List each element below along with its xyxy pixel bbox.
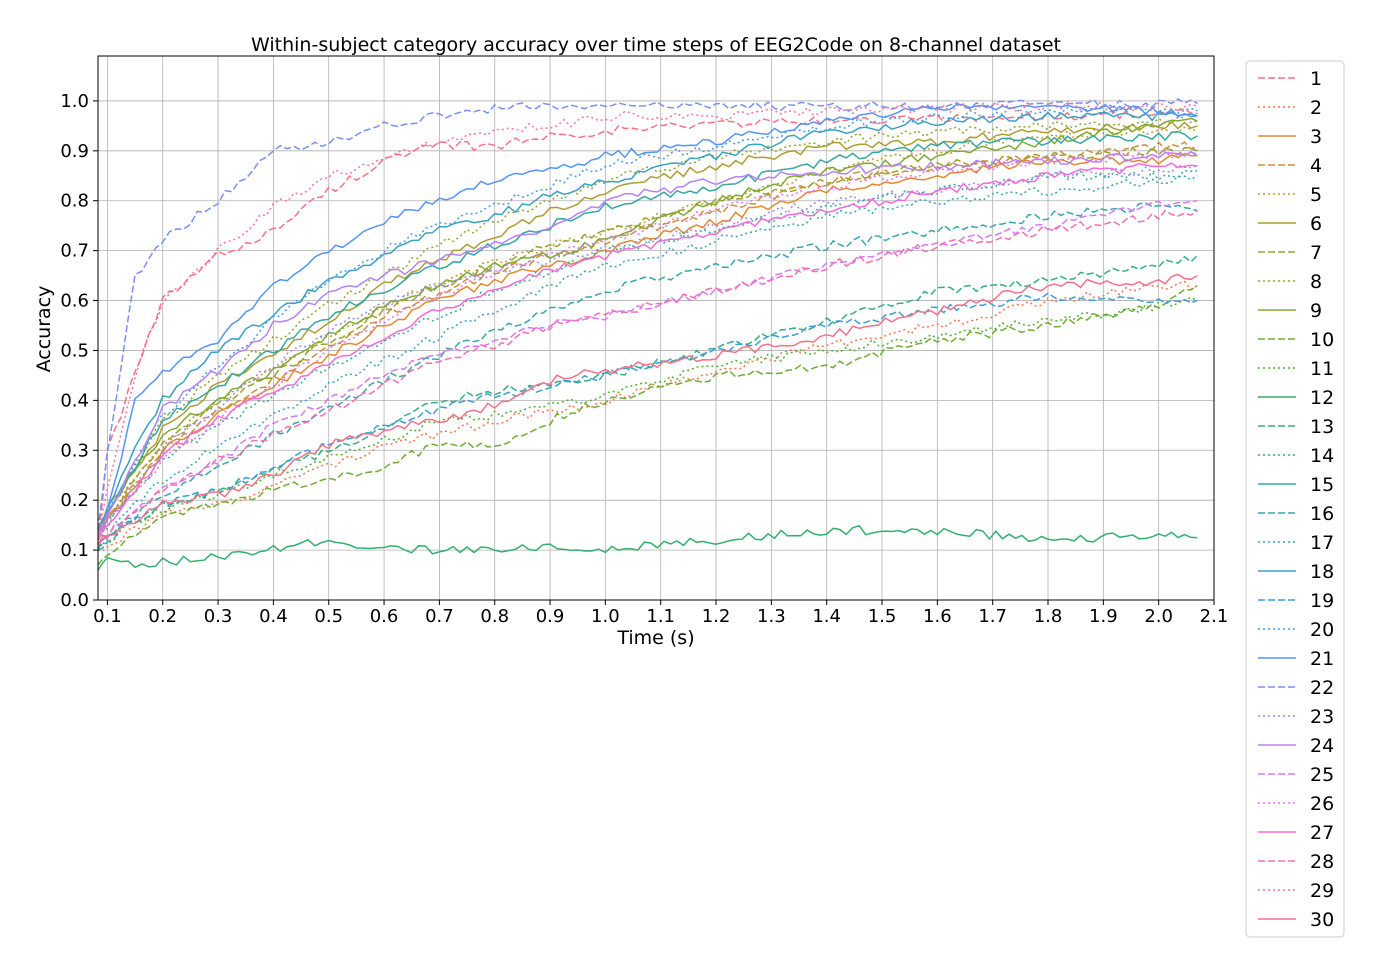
legend-label-16: 16 — [1310, 503, 1334, 525]
series-line-22 — [97, 98, 1198, 531]
legend-label-12: 12 — [1310, 387, 1334, 409]
series-line-11 — [97, 296, 1198, 551]
series-line-4 — [97, 141, 1198, 541]
legend-label-30: 30 — [1310, 909, 1334, 931]
legend-label-3: 3 — [1310, 126, 1322, 148]
x-tick-label: 1.5 — [868, 606, 897, 627]
series-line-7 — [97, 145, 1198, 536]
legend-label-24: 24 — [1310, 735, 1334, 757]
x-tick-label: 1.2 — [702, 606, 731, 627]
series-line-16 — [97, 202, 1198, 546]
legend-label-19: 19 — [1310, 590, 1334, 612]
series-line-15 — [97, 131, 1198, 531]
y-tick-label: 0.4 — [60, 390, 89, 411]
y-axis-label: Accuracy — [33, 286, 55, 373]
legend-label-6: 6 — [1310, 213, 1322, 235]
x-tick-label: 0.8 — [480, 606, 509, 627]
x-tick-label: 1.0 — [591, 606, 620, 627]
y-tick-label: 0.3 — [60, 440, 89, 461]
x-tick-label: 0.9 — [536, 606, 565, 627]
y-tick-label: 0.6 — [60, 291, 89, 312]
series-line-30 — [97, 273, 1198, 546]
series-line-27 — [97, 162, 1198, 541]
series-line-17 — [97, 175, 1198, 546]
x-tick-label: 0.7 — [425, 606, 454, 627]
x-tick-label: 1.6 — [923, 606, 952, 627]
x-tick-label: 1.7 — [978, 606, 1007, 627]
series-line-14 — [97, 169, 1198, 541]
legend: 1234567891011121314151617181920212223242… — [1245, 60, 1345, 938]
series-line-21 — [97, 103, 1198, 536]
x-tick-label: 2.1 — [1200, 606, 1229, 627]
legend-label-4: 4 — [1310, 155, 1322, 177]
legend-label-10: 10 — [1310, 329, 1334, 351]
legend-label-23: 23 — [1310, 706, 1334, 728]
plot-frame — [97, 55, 1215, 601]
series-line-10 — [97, 284, 1198, 566]
series-line-24 — [97, 150, 1198, 536]
legend-label-7: 7 — [1310, 242, 1322, 264]
series-line-28 — [97, 209, 1198, 546]
legend-label-9: 9 — [1310, 300, 1322, 322]
y-tick-label: 0.1 — [60, 540, 89, 561]
x-tick-label: 0.4 — [259, 606, 288, 627]
legend-label-28: 28 — [1310, 851, 1334, 873]
series-line-8 — [97, 116, 1198, 531]
x-axis-ticks: 0.1 0.2 0.3 0.4 0.5 0.6 0.7 0.8 0.9 1.0 1.1 1.2 1.3 1… — [93, 600, 1228, 627]
series-line-20 — [97, 106, 1198, 536]
series-line-2 — [97, 280, 1198, 552]
legend-label-29: 29 — [1310, 880, 1334, 902]
y-tick-label: 0.0 — [60, 590, 89, 611]
series-line-19 — [97, 292, 1198, 551]
x-tick-label: 0.3 — [204, 606, 233, 627]
x-axis-label: Time (s) — [616, 627, 694, 649]
chart-title: Within-subject category accuracy over ti… — [251, 34, 1061, 56]
x-tick-label: 0.1 — [93, 606, 122, 627]
x-tick-label: 1.9 — [1089, 606, 1118, 627]
y-tick-label: 1.0 — [60, 91, 89, 112]
legend-label-27: 27 — [1310, 822, 1334, 844]
legend-label-26: 26 — [1310, 793, 1334, 815]
plot-series — [97, 98, 1198, 571]
legend-label-21: 21 — [1310, 648, 1334, 670]
legend-label-15: 15 — [1310, 474, 1334, 496]
series-line-13 — [97, 255, 1198, 551]
y-axis-ticks: 0.0 0.1 0.2 0.3 0.4 0.5 0.6 0.7 0.8 0.9 1.0 — [60, 91, 98, 611]
x-tick-label: 1.3 — [757, 606, 786, 627]
legend-label-13: 13 — [1310, 416, 1334, 438]
legend-label-17: 17 — [1310, 532, 1334, 554]
y-tick-label: 0.7 — [60, 241, 89, 262]
legend-label-2: 2 — [1310, 97, 1322, 119]
legend-label-14: 14 — [1310, 445, 1334, 467]
legend-label-8: 8 — [1310, 271, 1322, 293]
x-tick-label: 2.0 — [1144, 606, 1173, 627]
series-line-3 — [97, 152, 1198, 531]
y-tick-label: 0.9 — [60, 141, 89, 162]
y-tick-label: 0.2 — [60, 490, 89, 511]
legend-label-22: 22 — [1310, 677, 1334, 699]
legend-label-25: 25 — [1310, 764, 1334, 786]
legend-label-18: 18 — [1310, 561, 1334, 583]
x-tick-label: 0.6 — [370, 606, 399, 627]
x-tick-label: 1.4 — [812, 606, 841, 627]
legend-frame — [1245, 60, 1345, 938]
series-line-26 — [97, 150, 1198, 541]
x-tick-label: 1.8 — [1034, 606, 1063, 627]
x-tick-label: 0.5 — [314, 606, 343, 627]
legend-label-20: 20 — [1310, 619, 1334, 641]
series-line-9 — [97, 117, 1198, 536]
y-tick-label: 0.5 — [60, 340, 89, 361]
x-tick-label: 1.1 — [646, 606, 675, 627]
x-tick-label: 0.2 — [148, 606, 177, 627]
legend-label-11: 11 — [1310, 358, 1334, 380]
legend-label-5: 5 — [1310, 184, 1322, 206]
y-tick-label: 0.8 — [60, 191, 89, 212]
series-line-18 — [97, 110, 1198, 526]
series-line-12 — [97, 524, 1198, 571]
series-line-6 — [97, 120, 1198, 531]
series-line-25 — [97, 199, 1198, 546]
legend-label-1: 1 — [1310, 68, 1322, 90]
